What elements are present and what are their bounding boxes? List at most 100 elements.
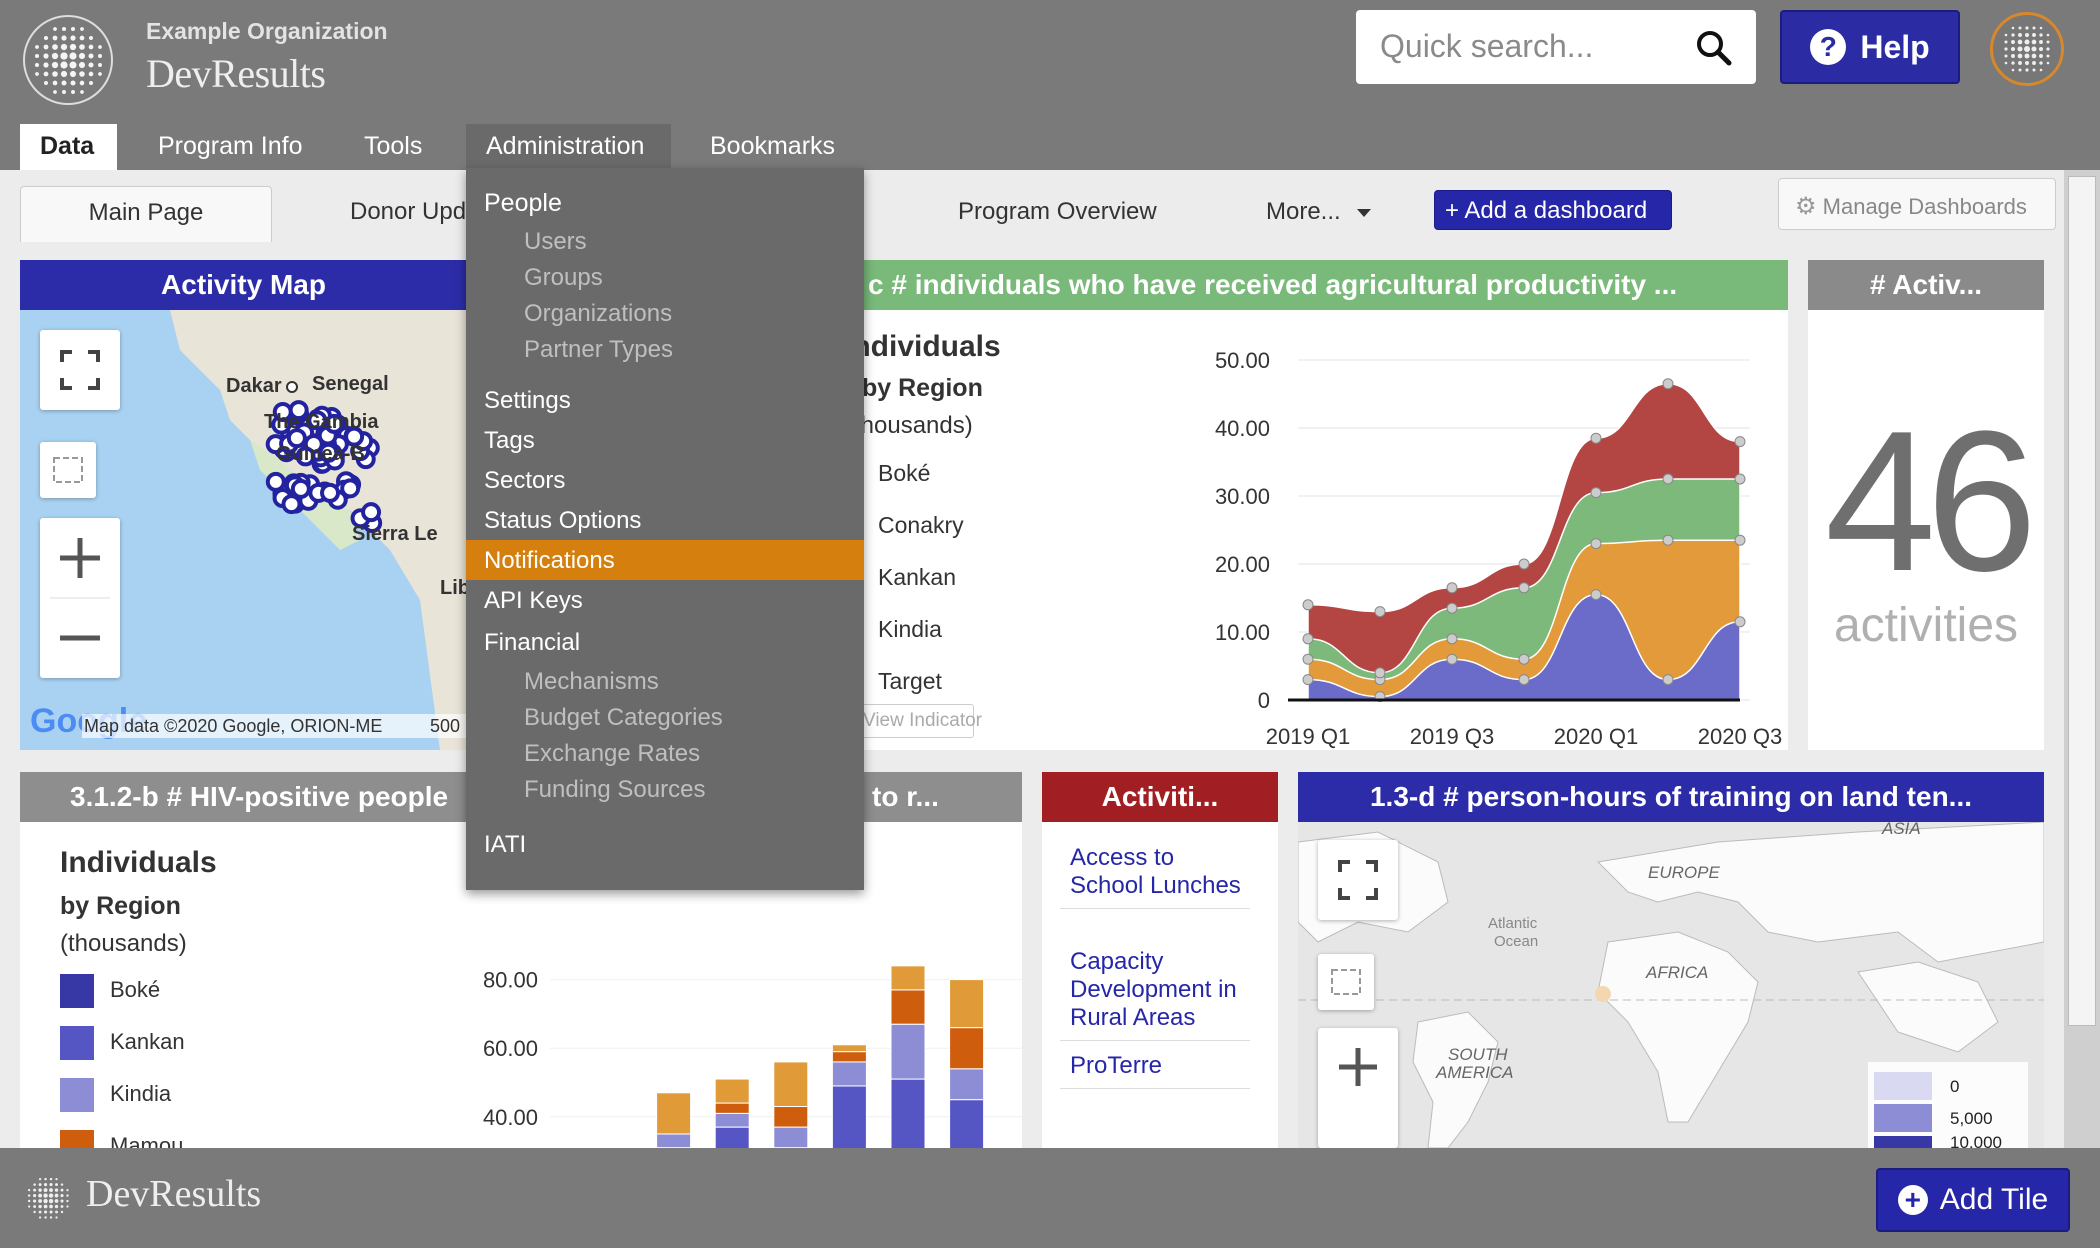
area-point[interactable] — [1734, 534, 1746, 546]
dashboard-tab-program-overview[interactable]: Program Overview — [958, 198, 1157, 225]
activity-marker[interactable] — [288, 400, 309, 421]
search-input[interactable] — [1380, 28, 1680, 65]
activity-marker[interactable] — [307, 410, 328, 431]
menu-item-partner-types[interactable]: Partner Types — [524, 336, 673, 363]
activity-marker[interactable] — [320, 482, 341, 503]
menu-item-exchange-rates[interactable]: Exchange Rates — [524, 740, 701, 767]
menu-item-funding-sources[interactable]: Funding Sources — [524, 776, 706, 803]
world-zoom-controls[interactable] — [1318, 1028, 1398, 1148]
bar-segment-mamou[interactable] — [714, 1102, 750, 1114]
area-point[interactable] — [1590, 432, 1602, 444]
bar-segment-kindia[interactable] — [656, 1133, 692, 1148]
activity-link-proterre[interactable]: ProTerre — [1060, 1046, 1250, 1089]
dashboard-tab-more[interactable]: More... — [1266, 186, 1372, 242]
dashboard-tab-main[interactable]: Main Page — [20, 186, 272, 242]
bar-segment-other[interactable] — [949, 979, 985, 1029]
menu-item-organizations[interactable]: Organizations — [524, 300, 673, 327]
tab-program-info[interactable]: Program Info — [158, 132, 303, 160]
activity-marker[interactable] — [281, 494, 302, 515]
area-point[interactable] — [1446, 653, 1458, 665]
region-highlight[interactable] — [1595, 986, 1611, 1002]
menu-item-mechanisms[interactable]: Mechanisms — [524, 668, 659, 695]
bar-segment-kindia[interactable] — [890, 1023, 926, 1080]
bar-segment-kindia[interactable] — [714, 1112, 750, 1128]
menu-item-people[interactable]: People — [484, 189, 562, 217]
area-point[interactable] — [1518, 558, 1530, 570]
legend-item-boke[interactable]: Boké — [60, 974, 160, 1008]
activity-marker[interactable] — [318, 442, 339, 463]
legend-item-target[interactable]: Target — [878, 668, 942, 694]
zoom-in-icon[interactable] — [1318, 1028, 1398, 1148]
menu-item-financial[interactable]: Financial — [484, 629, 581, 656]
menu-item-notifications[interactable]: Notifications — [466, 540, 864, 580]
bar-segment-other[interactable] — [714, 1078, 750, 1104]
area-series-kankan[interactable] — [1307, 593, 1741, 701]
area-point[interactable] — [1662, 378, 1674, 390]
bar-segment-mamou[interactable] — [949, 1027, 985, 1070]
tile-activity-count[interactable]: # Activ... 46 activities — [1808, 260, 2044, 750]
activity-marker[interactable] — [361, 502, 382, 523]
world-fullscreen-button[interactable] — [1318, 840, 1398, 920]
area-point[interactable] — [1518, 582, 1530, 594]
avatar[interactable] — [1990, 12, 2064, 86]
activity-link-school-lunches[interactable]: Access to School Lunches — [1060, 838, 1250, 909]
legend-item-conakry[interactable]: Conakry — [878, 512, 964, 538]
tile-activity-count-title[interactable]: # Activ... — [1808, 260, 2044, 310]
bar-segment-kindia[interactable] — [831, 1061, 867, 1087]
activity-marker[interactable] — [265, 471, 286, 492]
area-point[interactable] — [1302, 633, 1314, 645]
bar-segment-kankan[interactable] — [949, 1099, 985, 1148]
scrollbar-thumb[interactable] — [2068, 176, 2096, 1026]
help-button[interactable]: ? Help — [1780, 10, 1960, 84]
fullscreen-button[interactable] — [40, 330, 120, 410]
zoom-extent-button[interactable] — [40, 442, 96, 498]
area-point[interactable] — [1590, 538, 1602, 550]
activity-marker[interactable] — [344, 426, 365, 447]
area-point[interactable] — [1662, 473, 1674, 485]
bar-segment-other[interactable] — [773, 1061, 809, 1108]
activity-marker[interactable] — [290, 478, 311, 499]
tab-data[interactable]: Data — [20, 124, 117, 170]
area-point[interactable] — [1590, 589, 1602, 601]
zoom-controls[interactable] — [40, 518, 120, 678]
legend-item-mamou[interactable]: Mamou — [60, 1130, 183, 1148]
add-tile-button[interactable]: + Add Tile — [1876, 1168, 2070, 1232]
legend-item-boke[interactable]: Boké — [878, 460, 931, 486]
tile-agricultural-productivity-title[interactable]: c # individuals who have received agricu… — [858, 260, 1788, 310]
menu-item-tags[interactable]: Tags — [484, 427, 535, 454]
activity-link-capacity-development[interactable]: Capacity Development in Rural Areas — [1060, 942, 1250, 1041]
area-point[interactable] — [1374, 606, 1386, 618]
legend-item-kankan[interactable]: Kankan — [878, 564, 957, 590]
legend-item-kindia[interactable]: Kindia — [878, 616, 942, 642]
area-chart[interactable]: 50.00 40.00 30.00 20.00 10.00 0 2019 Q1 2019 Q3… — [1188, 320, 1788, 750]
activity-marker[interactable] — [295, 446, 316, 467]
world-map[interactable]: ASIA EUROPE Atlantic Ocean AFRICA SOUTH … — [1298, 822, 2044, 1148]
bar-segment-mamou[interactable] — [890, 989, 926, 1025]
quick-search[interactable] — [1356, 10, 1756, 84]
area-point[interactable] — [1518, 674, 1530, 686]
bar-segment-mamou[interactable] — [773, 1106, 809, 1128]
tile-land-tenure-title[interactable]: 1.3-d # person-hours of training on land… — [1298, 772, 2044, 822]
area-point[interactable] — [1302, 674, 1314, 686]
area-point[interactable] — [1302, 653, 1314, 665]
tile-activities-title[interactable]: Activiti... — [1042, 772, 1278, 822]
area-point[interactable] — [1662, 534, 1674, 546]
manage-dashboards-button[interactable]: ⚙ Manage Dashboards — [1778, 178, 2056, 230]
area-point[interactable] — [1734, 436, 1746, 448]
menu-item-iati[interactable]: IATI — [484, 831, 527, 858]
area-point[interactable] — [1518, 653, 1530, 665]
bar-segment-kankan[interactable] — [890, 1078, 926, 1148]
dashboard-tab-donor-updates[interactable]: Donor Updates — [350, 198, 470, 225]
bar-segment-kindia[interactable] — [949, 1068, 985, 1101]
tab-bookmarks[interactable]: Bookmarks — [710, 132, 836, 160]
menu-item-api-keys[interactable]: API Keys — [484, 587, 583, 614]
activity-marker[interactable] — [286, 428, 307, 449]
bar-segment-mamou[interactable] — [831, 1051, 867, 1063]
area-point[interactable] — [1734, 473, 1746, 485]
bar-segment-other[interactable] — [890, 965, 926, 991]
area-point[interactable] — [1374, 667, 1386, 679]
tile-activity-map[interactable]: Activity Map Dakar Senegal The Gambia Gu… — [20, 260, 467, 750]
menu-item-sectors[interactable]: Sectors — [484, 467, 566, 494]
view-indicator-button[interactable]: View Indicator — [858, 704, 982, 738]
